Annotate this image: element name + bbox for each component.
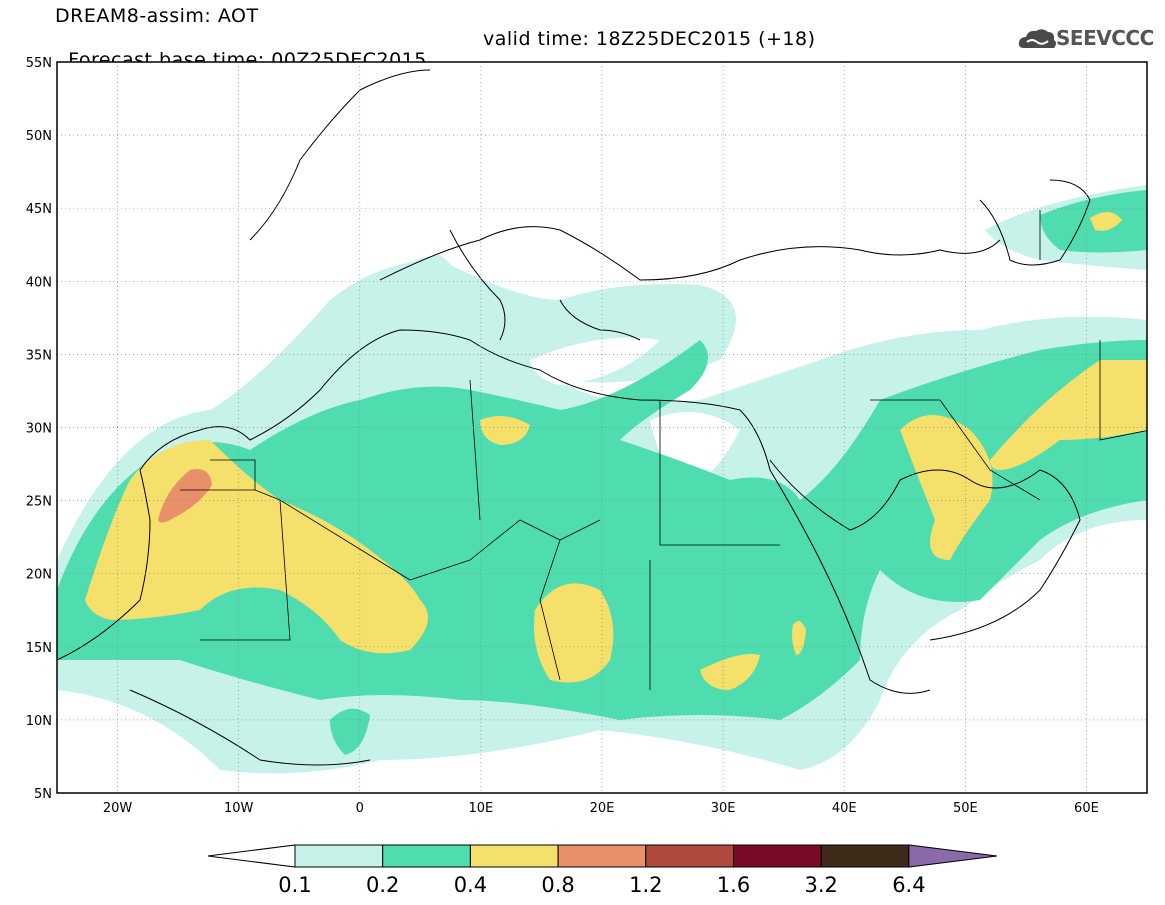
colorbar-box (557, 844, 647, 868)
colorbar-box (645, 844, 734, 868)
aot-contour-0.4-chad (534, 583, 614, 683)
logo-text: SEEVCCC (1056, 26, 1154, 50)
lon-label: 30E (711, 801, 736, 816)
cloud-icon (1018, 29, 1056, 48)
lat-label: 50N (26, 129, 52, 144)
valid-time: valid time: 18Z25DEC2015 (+18) (483, 28, 816, 50)
lat-label: 25N (26, 495, 52, 510)
colorbar-box (469, 844, 559, 868)
lat-label: 5N (34, 787, 52, 802)
aot-contour-0.4-gulf (900, 415, 993, 560)
colorbar-tick-label: 0.8 (541, 873, 574, 897)
colorbar-box (820, 844, 910, 868)
colorbar-tick-label: 1.2 (629, 873, 662, 897)
latitude-labels: 55N 50N 45N 40N 35N 30N 25N 20N 15N 10N 5N (26, 56, 52, 802)
aot-contour-0.4-iran (990, 360, 1147, 470)
colorbar-arrow-low (207, 844, 296, 868)
colorbar-tick-label: 1.6 (717, 873, 750, 897)
map-title: DREAM8-assim: AOT (55, 5, 259, 27)
colorbar-box (382, 844, 471, 868)
aot-contour-0.8 (158, 469, 212, 523)
colorbar-tick-label: 0.2 (366, 873, 399, 897)
aot-hole-med (530, 337, 660, 385)
aot-contour-0.4-sudan (700, 654, 760, 690)
aot-contour-0.4-caspian (1090, 211, 1122, 231)
colorbar-tick-label: 0.4 (454, 873, 487, 897)
lat-label: 20N (26, 568, 52, 583)
lat-label: 55N (26, 56, 52, 71)
lon-label: 50E (953, 801, 978, 816)
graticule (57, 62, 1147, 793)
map-frame (56, 61, 1148, 794)
lat-label: 10N (26, 714, 52, 729)
lon-label: 20W (103, 801, 133, 816)
colorbar-tick-label: 6.4 (892, 873, 925, 897)
country-borders (180, 210, 1147, 690)
lat-label: 30N (26, 422, 52, 437)
aot-contour-0.2-nigeria (330, 708, 370, 755)
aot-contour-0.4-ethiopia (792, 621, 806, 655)
colorbar-box (294, 844, 384, 868)
aot-contour-0.4-libya (480, 416, 530, 445)
lon-label: 40E (832, 801, 857, 816)
lon-label: 60E (1074, 801, 1099, 816)
colorbar-tick-label: 3.2 (804, 873, 837, 897)
lat-label: 40N (26, 275, 52, 290)
aot-contour-0.1-adriatic (380, 255, 463, 323)
lon-label: 20E (590, 801, 615, 816)
coastlines (57, 69, 1091, 766)
colorbar-arrow-high (908, 844, 997, 868)
lon-label: 10E (469, 801, 494, 816)
colorbar-box (733, 844, 822, 868)
colorbar-tick-label: 0.1 (278, 873, 311, 897)
lon-label: 10W (224, 801, 254, 816)
longitude-labels: 20W 10W 0 10E 20E 30E 40E 50E 60E (103, 801, 1099, 816)
lat-label: 45N (26, 202, 52, 217)
lon-label: 0 (356, 801, 364, 816)
lat-label: 35N (26, 348, 52, 363)
lat-label: 15N (26, 641, 52, 656)
